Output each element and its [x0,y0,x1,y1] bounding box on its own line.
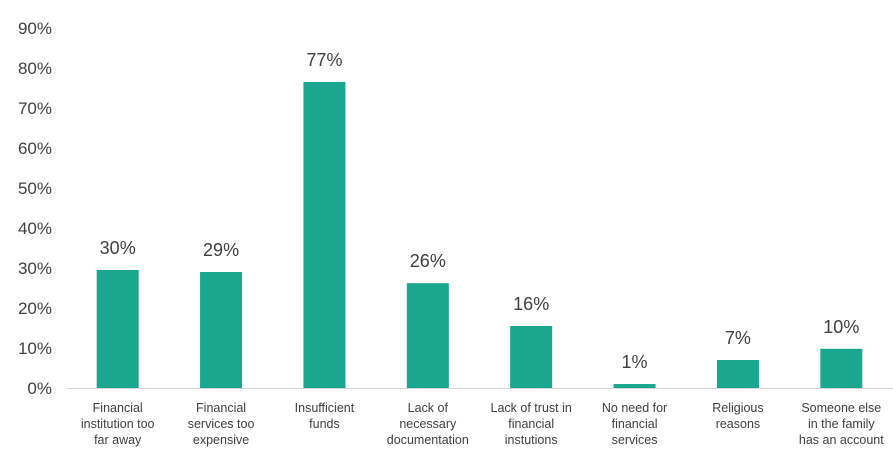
bar [200,272,243,388]
y-tick-label: 80% [18,59,52,78]
x-tick-label: Someone else in the family has an account [799,401,884,447]
bar [510,326,553,388]
y-axis: 0% 10% 20% 30% 40% 50% 60% 70% 80% 90% [18,19,52,398]
data-label: 29% [203,240,239,260]
data-label: 77% [306,50,342,70]
data-label: 30% [100,238,136,258]
x-tick-label-line: Lack of trust in [491,401,572,415]
x-tick-label: Lack of trust in financial instutions [491,401,572,447]
x-tick-label-line: funds [309,417,340,431]
data-label: 16% [513,294,549,314]
bar [303,82,346,388]
x-tick-label-line: expensive [193,433,249,447]
y-tick-label: 40% [18,219,52,238]
x-axis: Financial institution too far awayFinancia… [81,401,884,447]
x-tick-label: No need for financial services [602,401,667,447]
y-tick-label: 10% [18,339,52,358]
x-tick-label-line: documentation [387,433,469,447]
x-tick-label: Religious reasons [712,401,763,431]
y-tick-label: 20% [18,299,52,318]
x-tick-label-line: instutions [505,433,558,447]
data-label: 10% [823,317,859,337]
x-tick-label: Financial institution too far away [81,401,155,447]
y-tick-label: 70% [18,99,52,118]
x-tick-label-line: financial [612,417,658,431]
data-labels: 30% 29% 77% 26% 16% 1% 7% 10% [100,50,860,372]
bar [96,270,139,388]
x-tick-label-line: far away [94,433,142,447]
x-tick-label-line: in the family [808,417,875,431]
x-tick-label: Financial services too expensive [188,401,255,447]
x-tick-label: Insufficient funds [295,401,355,431]
x-tick-label-line: Insufficient [295,401,355,415]
x-tick-label: Lack of necessary documentation [387,401,469,447]
y-tick-label: 0% [27,379,52,398]
x-tick-label-line: has an account [799,433,884,447]
y-tick-label: 60% [18,139,52,158]
data-label: 1% [622,352,648,372]
y-tick-label: 30% [18,259,52,278]
x-tick-label-line: Financial [93,401,143,415]
x-tick-label-line: Religious [712,401,763,415]
x-tick-label-line: institution too [81,417,155,431]
bars [96,82,863,388]
x-tick-label-line: Financial [196,401,246,415]
y-tick-label: 50% [18,179,52,198]
bar [820,348,863,388]
x-tick-label-line: reasons [716,417,760,431]
bar [716,360,759,388]
x-tick-label-line: services [612,433,658,447]
x-tick-label-line: No need for [602,401,667,415]
data-label: 7% [725,328,751,348]
x-tick-label-line: Someone else [801,401,881,415]
bar [406,283,449,388]
x-tick-label-line: financial [508,417,554,431]
x-tick-label-line: necessary [399,417,457,431]
x-tick-label-line: services too [188,417,255,431]
data-label: 26% [410,251,446,271]
x-tick-label-line: Lack of [408,401,449,415]
y-tick-label: 90% [18,19,52,38]
bar [613,384,656,388]
